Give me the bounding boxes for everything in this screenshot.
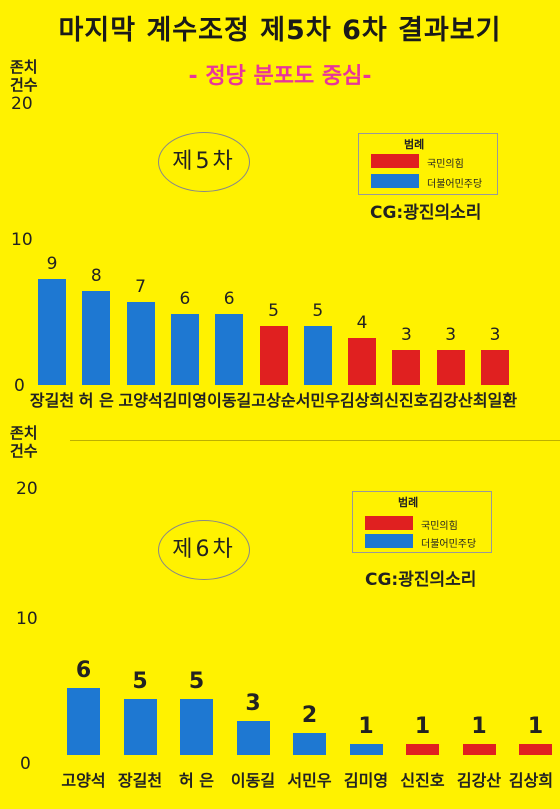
chart1-bar [348, 337, 377, 385]
chart2-bar [293, 732, 326, 755]
chart2-bar [236, 721, 270, 755]
chart2-category-label: 고양석 [61, 771, 106, 790]
chart2-legend-dem: 더불어민주당 [421, 539, 477, 550]
chart2-category-label: 김강산 [456, 771, 502, 790]
chart2-value-label: 2 [301, 702, 318, 728]
chart1-category-label: 허 은 [78, 391, 114, 410]
chart1-category-label: 고상순 [251, 391, 296, 410]
chart2-value-label: 1 [527, 713, 544, 739]
chart1-title: 제5차 [158, 132, 250, 192]
chart1-bar [82, 290, 111, 385]
chart2-category-label: 이동길 [230, 771, 276, 790]
chart2-bar [123, 699, 157, 755]
chart1-ytick-0: 0 [14, 376, 25, 396]
chart1-category-label: 서민우 [295, 391, 340, 410]
chart1-ytick-20: 20 [11, 94, 33, 114]
chart2-legend-title: 범례 [398, 496, 419, 509]
chart2-legend-ppp: 국민의힘 [421, 521, 458, 532]
chart2-ylabel-line1: 존치 [10, 424, 38, 442]
chart1-legend-dem: 더불어민주당 [427, 179, 483, 190]
chart2-credit: CG:광진의소리 [365, 570, 477, 590]
chart1-bar [481, 349, 509, 385]
chart1-value-label: 4 [356, 312, 368, 333]
chart1-ylabel: 존치 건수 [10, 58, 38, 94]
chart2-legend-swatch-ppp [365, 516, 413, 530]
chart1-category-label: 고양석 [118, 391, 163, 410]
chart2-bar [462, 743, 496, 755]
chart2-bar [519, 743, 552, 755]
chart2-value-label: 1 [414, 713, 431, 739]
chart2-category-label: 김미영 [343, 771, 389, 790]
chart2-ylabel: 존치 건수 [10, 424, 38, 460]
chart2-bar [406, 743, 439, 755]
chart1-ylabel-line1: 존치 [10, 58, 38, 76]
chart1-value-label: 3 [445, 324, 457, 345]
chart1-legend-ppp: 국민의힘 [427, 159, 464, 170]
chart1-value-label: 5 [312, 301, 324, 321]
chart1-ytick-10: 10 [11, 230, 33, 250]
chart2-category-label: 신진호 [400, 771, 445, 790]
chart-divider [70, 440, 560, 441]
chart2-category-label: 김상희 [508, 771, 554, 790]
chart2-bar [349, 743, 383, 755]
chart1-bar [126, 302, 155, 385]
page-title: 마지막 계수조정 제5차 6차 결과보기 [58, 15, 502, 46]
chart1-category-label: 장길천 [29, 391, 75, 410]
chart1-value-label: 7 [135, 277, 146, 298]
chart1-legend-swatch-dem [371, 174, 419, 188]
chart1-credit: CG:광진의소리 [370, 203, 482, 223]
chart2-category-label: 허 은 [178, 771, 214, 790]
chart2-ytick-0: 0 [20, 754, 31, 774]
chart1-category-label: 이동길 [207, 391, 252, 410]
chart1-legend: 범례 국민의힘 더불어민주당 [358, 133, 498, 195]
chart2-value-label: 5 [188, 669, 205, 694]
chart1-category-label: 김강산 [428, 391, 473, 410]
chart2-value-label: 5 [132, 669, 148, 694]
chart1-category-label: 김상희 [340, 391, 385, 410]
chart2-value-label: 3 [245, 691, 261, 717]
chart1-value-label: 5 [268, 301, 279, 321]
chart1-legend-title: 범례 [404, 138, 425, 151]
chart1-bar [38, 278, 66, 385]
chart2-category-label: 장길천 [117, 771, 163, 790]
chart1-category-label: 김미영 [162, 391, 207, 410]
chart2-bar [180, 699, 213, 755]
chart1-bar [259, 326, 288, 385]
chart1-value-label: 9 [46, 253, 58, 274]
page-subtitle: - 정당 분포도 중심- [188, 64, 372, 89]
chart1-bar [303, 326, 332, 385]
chart2-bar [67, 687, 100, 755]
chart1-bar [215, 314, 244, 385]
chart1-ylabel-line2: 건수 [10, 76, 38, 94]
chart1-category-label: 최일환 [472, 391, 518, 410]
chart1-bar [392, 349, 421, 385]
chart1-bar [436, 349, 465, 385]
chart1-category-label: 신진호 [384, 391, 429, 410]
chart2-value-label: 6 [75, 657, 92, 683]
chart2-ytick-20: 20 [16, 479, 38, 499]
chart2-value-label: 1 [471, 713, 487, 739]
chart1-bar [170, 314, 199, 385]
chart1-value-label: 3 [489, 324, 501, 345]
chart2-legend-swatch-dem [365, 534, 413, 548]
chart2-ylabel-line2: 건수 [10, 442, 38, 460]
chart2-legend: 범례 국민의힘 더불어민주당 [352, 491, 492, 553]
chart1-value-label: 6 [223, 289, 235, 310]
chart1-value-label: 6 [179, 289, 191, 310]
chart1-legend-swatch-ppp [371, 154, 419, 168]
chart2-category-label: 서민우 [287, 771, 332, 790]
chart2-ytick-10: 10 [16, 609, 38, 629]
chart1-value-label: 8 [90, 265, 102, 286]
chart1-value-label: 3 [400, 324, 412, 345]
chart2-title: 제6차 [158, 520, 250, 580]
chart2-value-label: 1 [358, 713, 374, 739]
